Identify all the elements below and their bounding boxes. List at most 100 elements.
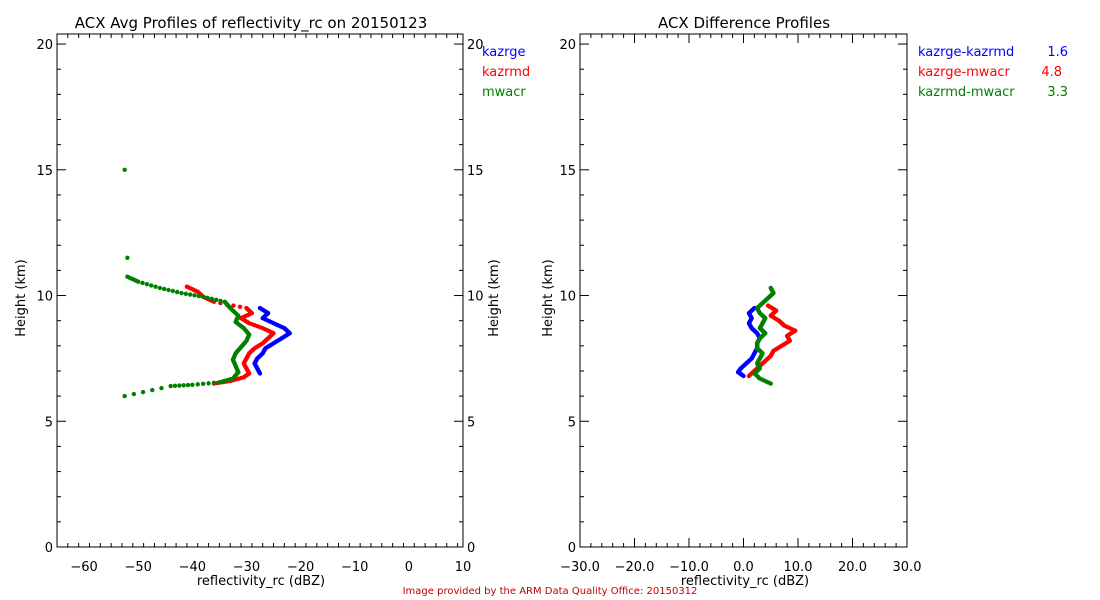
right-x-tick-label: 20.0 — [838, 560, 867, 575]
left-y-tick-label-right: 5 — [467, 415, 475, 430]
legend-mwacr: mwacr — [482, 85, 526, 100]
data-point-mwacr — [174, 289, 180, 295]
legend-kazrge-mwacr: kazrge-mwacr — [918, 65, 1011, 80]
right-chart-title: ACX Difference Profiles — [658, 14, 830, 32]
left-y-tick-label-right: 15 — [467, 164, 484, 179]
data-point-mwacr — [157, 285, 163, 291]
left-x-tick-label: −10 — [341, 560, 368, 575]
data-point-mwacr — [200, 381, 206, 386]
data-point-mwacr — [161, 286, 167, 292]
right-y-tick-label: 20 — [559, 38, 576, 53]
left-x-axis-label: reflectivity_rc (dBZ) — [197, 574, 325, 589]
data-point-kazrmd-mwacr — [768, 285, 773, 291]
data-point-mwacr — [150, 387, 155, 393]
left-plot-frame — [56, 33, 464, 548]
left-y-tick-label-right: 10 — [467, 290, 484, 305]
data-point-mwacr — [148, 283, 154, 288]
left-x-tick-label: −40 — [179, 560, 206, 575]
left-x-tick-label: 10 — [455, 560, 472, 575]
left-chart-title: ACX Avg Profiles of reflectivity_rc on 2… — [75, 14, 428, 33]
legend-kazrge-kazrmd: kazrge-kazrmd — [918, 45, 1014, 60]
data-point-mwacr — [177, 383, 182, 388]
right-x-tick-label: 0.0 — [733, 560, 754, 575]
data-point-mwacr — [185, 382, 191, 388]
data-point-kazrmd — [244, 305, 249, 311]
right-y-tick-label: 10 — [559, 290, 576, 305]
data-point-kazrge — [257, 305, 263, 311]
right-data-points — [735, 285, 798, 386]
left-y-tick-label-right: 20 — [467, 38, 484, 53]
data-point-mwacr — [211, 380, 217, 385]
left-x-tick-label: −50 — [124, 560, 151, 575]
data-point-mwacr — [213, 297, 219, 303]
left-y-tick-label: 0 — [45, 541, 53, 556]
data-point-mwacr — [144, 282, 150, 287]
right-x-tick-label: 30.0 — [893, 560, 922, 575]
right-axes: 0 5 10 15 20 −30.0 −20.0 −10.0 0.0 10.0 20.0 30.0 — [559, 34, 921, 575]
left-chart: ACX Avg Profiles of reflectivity_rc on 2… — [14, 14, 530, 589]
left-y-tick-label: 5 — [45, 415, 53, 430]
legend-kazrge-mwacr-value: 4.8 — [1041, 65, 1062, 80]
right-x-tick-label: −10.0 — [669, 560, 709, 575]
left-x-tick-label: −20 — [287, 560, 314, 575]
legend-kazrge: kazrge — [482, 45, 525, 60]
data-point-mwacr — [153, 284, 158, 289]
legend-kazrmd-mwacr-value: 3.3 — [1047, 85, 1068, 100]
data-point-mwacr — [140, 280, 145, 286]
data-point-mwacr — [192, 293, 197, 298]
data-point-mwacr — [179, 290, 184, 296]
left-x-tick-label: 0 — [405, 560, 413, 575]
data-point-mwacr — [172, 383, 178, 389]
image-credit-footer: Image provided by the ARM Data Quality O… — [402, 586, 698, 597]
left-y-tick-label: 20 — [36, 38, 53, 53]
right-x-tick-label: 10.0 — [784, 560, 813, 575]
left-axes: 0 0 5 5 10 10 15 15 20 20 −60 −50 −40 −30 −20 −10 0 10 — [36, 34, 484, 575]
left-x-tick-label: −30 — [233, 560, 260, 575]
legend-kazrmd-mwacr: kazrmd-mwacr — [918, 85, 1015, 100]
data-point-kazrmd — [231, 303, 236, 308]
data-point-kazrge-mwacr — [765, 303, 771, 308]
right-y-tick-label: 0 — [568, 541, 576, 556]
left-y-tick-label: 15 — [36, 164, 53, 179]
left-y-tick-label: 10 — [36, 290, 53, 305]
data-point-mwacr — [131, 391, 137, 397]
data-point-mwacr — [209, 296, 215, 301]
right-y-tick-label: 5 — [568, 415, 576, 430]
data-point-mwacr — [125, 274, 130, 279]
data-point-mwacr — [168, 383, 173, 389]
data-point-mwacr — [181, 383, 186, 388]
left-y-tick-label-right: 0 — [467, 541, 475, 556]
right-legend: kazrge-kazrmd 1.6 kazrge-mwacr 4.8 kazrm… — [918, 45, 1068, 100]
left-legend: kazrge kazrmd mwacr — [482, 45, 530, 100]
right-x-tick-label: −20.0 — [615, 560, 655, 575]
data-point-mwacr — [187, 292, 193, 297]
data-point-mwacr — [159, 385, 164, 391]
right-chart: ACX Difference Profiles 0 5 10 15 20 −30.0 −20… — [541, 14, 1068, 589]
data-point-mwacr — [205, 295, 210, 300]
data-point-mwacr — [170, 288, 176, 294]
data-point-mwacr — [218, 298, 223, 304]
data-point-mwacr — [200, 294, 206, 299]
data-point-kazrmd — [184, 284, 190, 289]
data-point-kazrmd — [237, 304, 243, 310]
data-point-mwacr — [166, 287, 171, 293]
left-data-points — [122, 167, 292, 399]
data-point-mwacr — [125, 255, 130, 261]
data-point-mwacr — [122, 167, 127, 172]
legend-kazrmd: kazrmd — [482, 65, 530, 80]
data-point-mwacr — [206, 381, 211, 386]
data-point-mwacr — [140, 389, 146, 395]
legend-kazrge-kazrmd-value: 1.6 — [1047, 45, 1068, 60]
right-x-axis-label: reflectivity_rc (dBZ) — [681, 574, 809, 589]
right-y-tick-label: 15 — [559, 164, 576, 179]
data-point-mwacr — [222, 299, 228, 305]
data-point-mwacr — [122, 393, 127, 399]
right-x-tick-label: −30.0 — [560, 560, 600, 575]
right-plot-frame — [579, 33, 908, 548]
data-point-mwacr — [190, 382, 195, 388]
right-y-axis-label: Height (km) — [541, 259, 556, 336]
left-y-axis-label-right: Height (km) — [487, 259, 502, 336]
data-point-mwacr — [196, 293, 202, 299]
left-y-axis-label: Height (km) — [14, 259, 29, 336]
